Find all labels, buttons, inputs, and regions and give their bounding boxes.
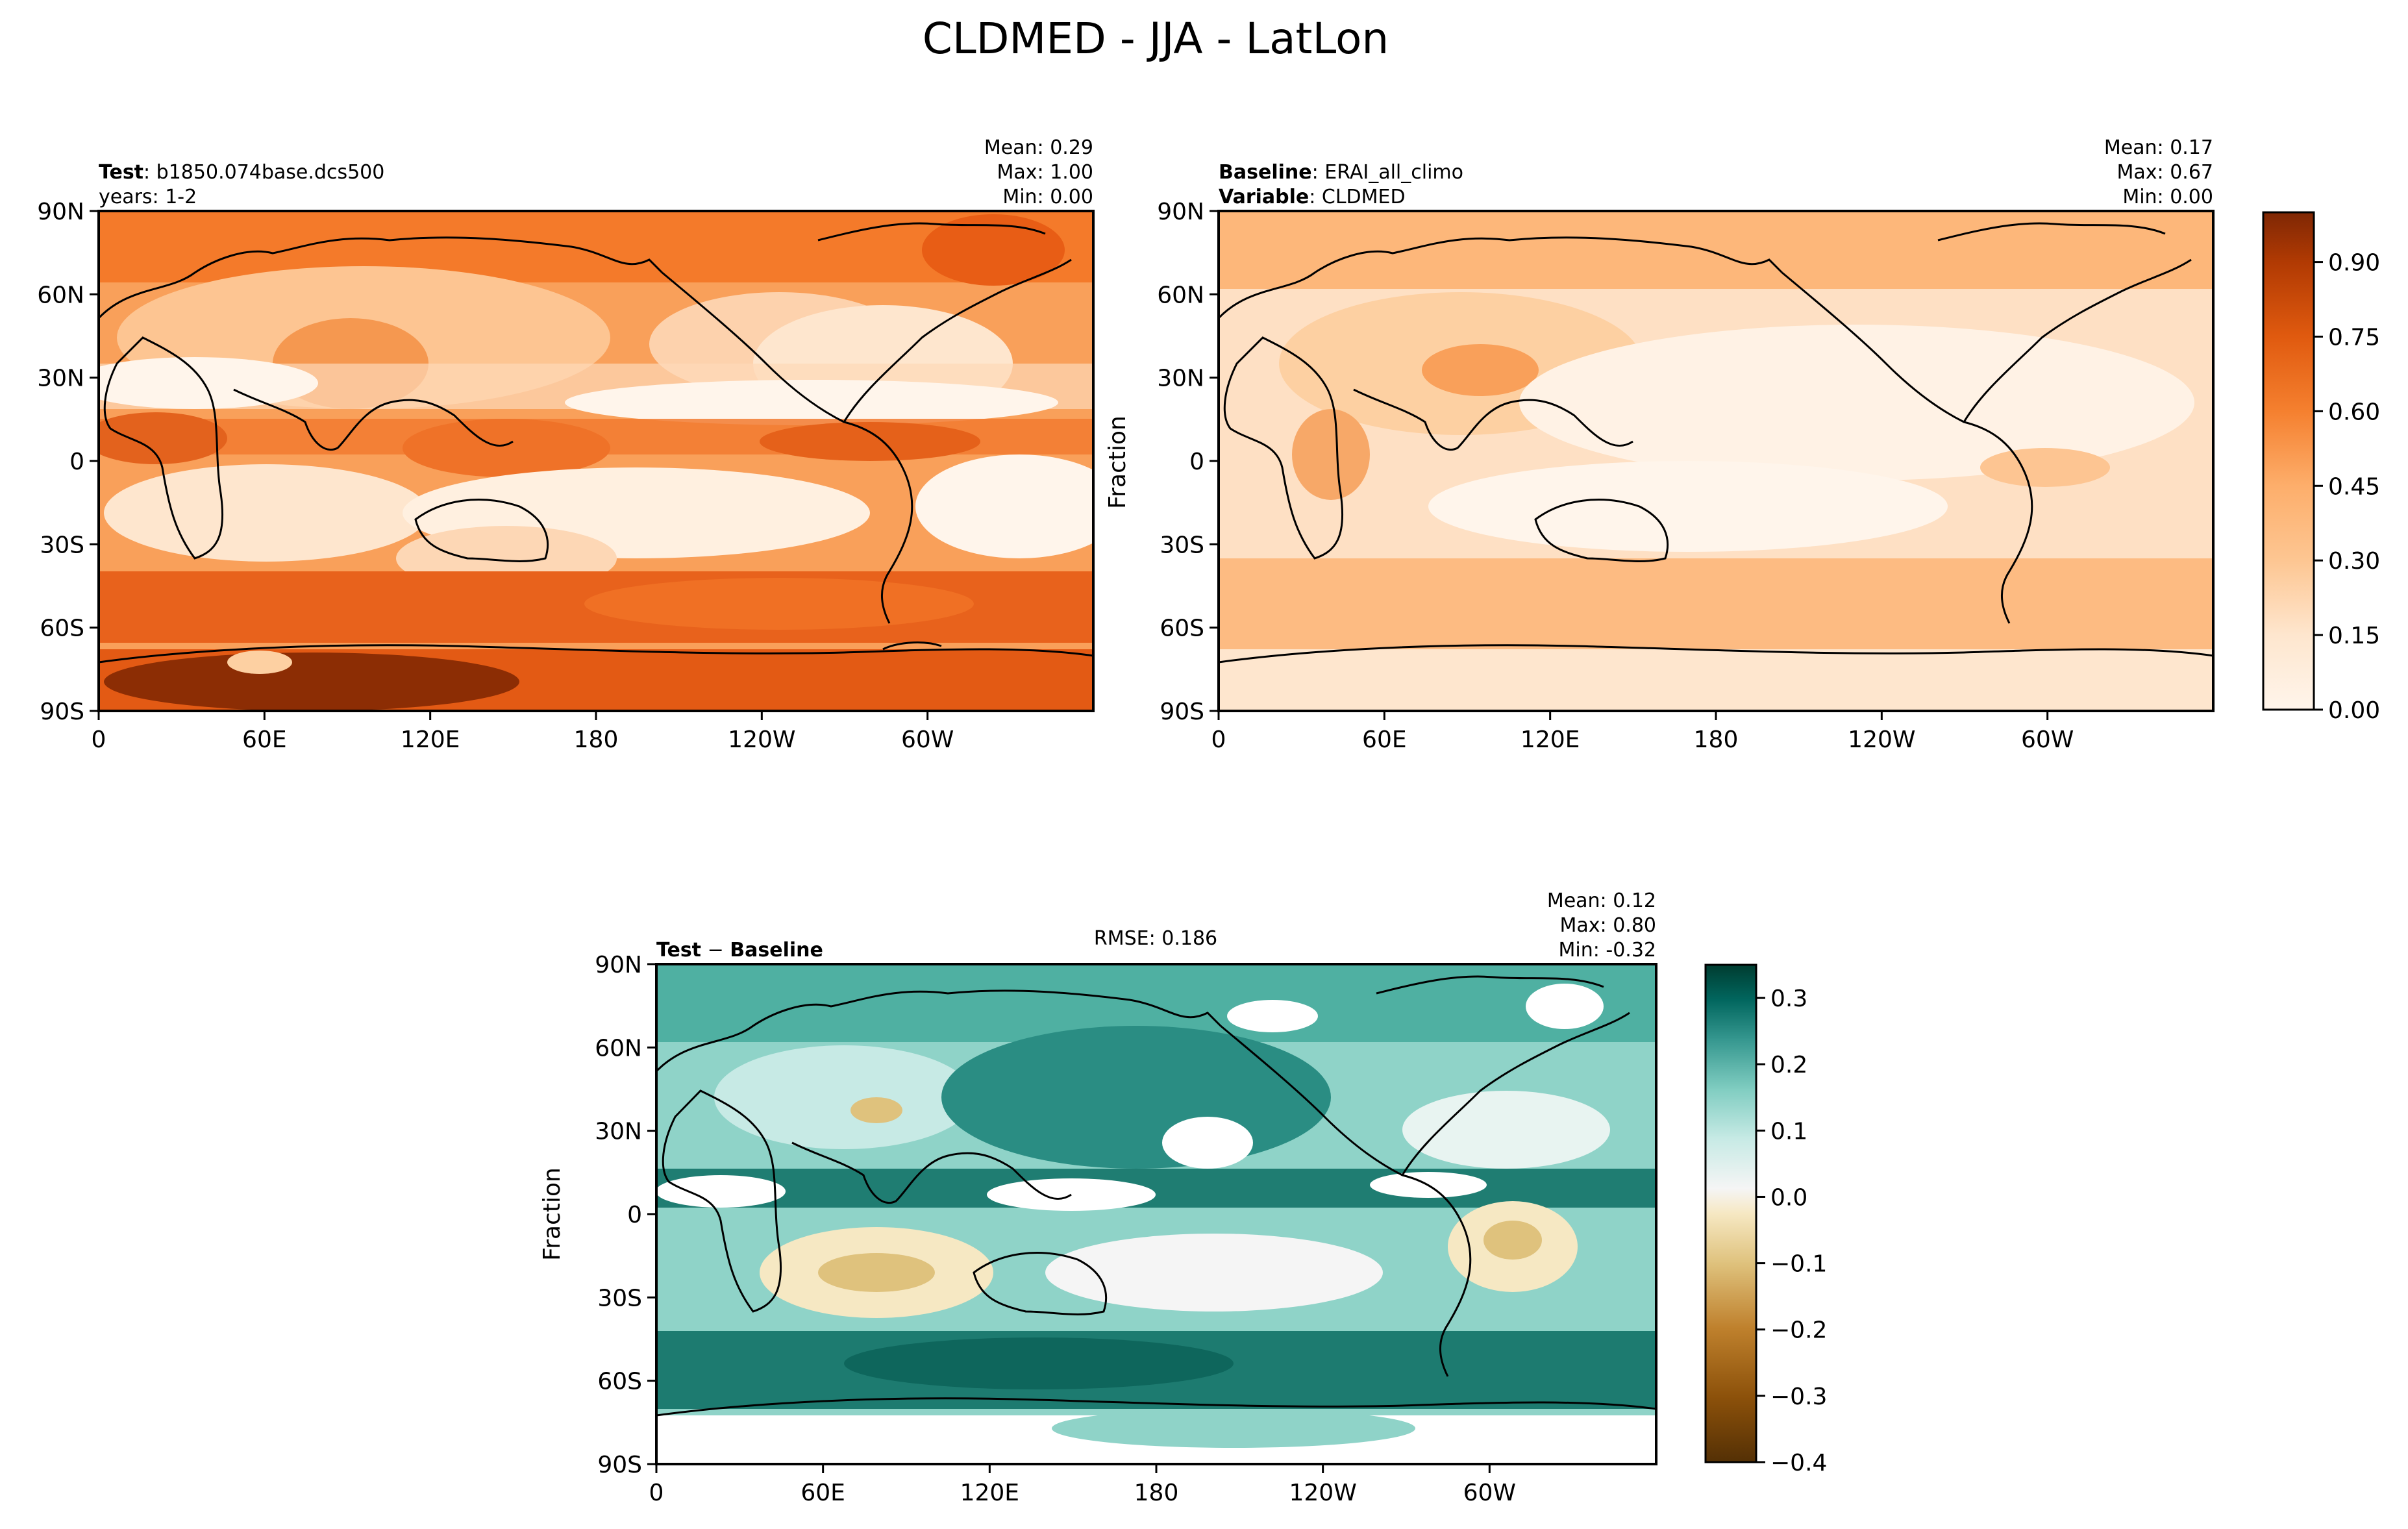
baseline-panel: 90N 60N 30N 0 30S 60S 90S 0 60E 120E 180 120W 60W B… [1104, 136, 2215, 753]
test-field [99, 211, 1093, 711]
baseline-x-tick-label: 60W [2021, 727, 2074, 753]
oranges-colorbar-tick-label: 0.45 [2328, 473, 2380, 500]
difference-field [656, 964, 1656, 1464]
oranges-colorbar-tick-label: 0.00 [2328, 697, 2380, 724]
oranges-colorbar-tick-label: 0.15 [2328, 623, 2380, 649]
baseline-x-tick-label: 120W [1848, 727, 1915, 753]
baseline-stat-line: Min: 0.00 [2122, 186, 2213, 208]
brbg-colorbar-tick-label: 0.0 [1770, 1184, 1807, 1211]
test-y-tick-label: 90S [40, 699, 84, 725]
brbg-colorbar-tick-label: 0.1 [1770, 1118, 1807, 1145]
baseline-y-tick-label: 30N [1157, 366, 1204, 392]
test-x-tick-label: 180 [574, 727, 619, 753]
difference-y-tick-label: 60N [595, 1035, 642, 1062]
baseline-field [1219, 211, 2213, 711]
oranges-colorbar: 0.00 0.15 0.30 0.45 0.60 0.75 0.90 [2262, 211, 2380, 724]
difference-header-line: Test − Baseline [656, 939, 823, 962]
baseline-stat-line: Mean: 0.17 [2104, 136, 2213, 159]
difference-stat-line: Max: 0.80 [1560, 914, 1656, 937]
difference-rmse-label: RMSE: 0.186 [1094, 927, 1217, 950]
difference-x-tick-label: 180 [1134, 1480, 1179, 1506]
difference-x-tick-label: 60E [801, 1480, 845, 1506]
test-panel: 90N 60N 30N 0 30S 60S 90S 0 60E 120E 180 120W 60W T… [37, 136, 1095, 753]
brbg-colorbar-bar [1704, 963, 1757, 1463]
brbg-colorbar-tick-label: 0.3 [1770, 986, 1807, 1012]
baseline-y-tick-label: 90S [1160, 699, 1204, 725]
baseline-y-tick-label: 90N [1157, 199, 1204, 225]
baseline-y-tick-label: 60S [1160, 615, 1204, 642]
test-y-tick-label: 30S [40, 532, 84, 558]
brbg-colorbar-tick-label: −0.1 [1770, 1251, 1827, 1278]
test-stat-line: Mean: 0.29 [984, 136, 1093, 159]
test-y-ticks: 90N 60N 30N 0 30S 60S 90S [37, 199, 99, 725]
test-header-line: years: 1-2 [99, 186, 197, 208]
brbg-colorbar-tick-label: 0.2 [1770, 1052, 1807, 1078]
baseline-y-axis-label: Fraction [1104, 416, 1131, 509]
oranges-colorbar-tick-label: 0.60 [2328, 399, 2380, 425]
baseline-x-tick-label: 60E [1362, 727, 1407, 753]
test-coastlines [99, 222, 1093, 664]
oranges-colorbar-tick-label: 0.30 [2328, 548, 2380, 575]
difference-x-tick-label: 120E [960, 1480, 1019, 1506]
test-x-tick-label: 120E [401, 727, 460, 753]
test-header-line: Test: b1850.074base.dcs500 [99, 161, 384, 184]
baseline-y-tick-label: 0 [1189, 449, 1204, 475]
test-stat-line: Min: 0.00 [1002, 186, 1093, 208]
difference-y-tick-label: 90N [595, 952, 642, 978]
baseline-y-tick-label: 60N [1157, 282, 1204, 308]
baseline-x-tick-label: 180 [1694, 727, 1739, 753]
test-x-tick-label: 60W [901, 727, 954, 753]
test-y-tick-label: 60S [40, 615, 84, 642]
oranges-colorbar-tick-label: 0.75 [2328, 325, 2380, 351]
difference-y-tick-label: 30S [597, 1285, 642, 1311]
difference-x-tick-label: 60W [1463, 1480, 1516, 1506]
baseline-coastlines [1219, 222, 2213, 664]
test-y-tick-label: 60N [37, 282, 84, 308]
difference-stat-line: Min: -0.32 [1559, 939, 1657, 962]
test-x-ticks: 0 60E 120E 180 120W 60W [92, 711, 954, 753]
test-x-tick-label: 0 [92, 727, 106, 753]
test-x-tick-label: 60E [242, 727, 287, 753]
baseline-x-tick-label: 0 [1211, 727, 1226, 753]
oranges-colorbar-bar [2262, 211, 2315, 711]
difference-y-ticks: 90N 60N 30N 0 30S 60S 90S [595, 952, 656, 1478]
baseline-x-tick-label: 120E [1521, 727, 1580, 753]
difference-y-axis-label: Fraction [539, 1167, 565, 1261]
difference-coastlines [656, 975, 1656, 1417]
test-y-tick-label: 0 [69, 449, 84, 475]
difference-x-tick-label: 0 [649, 1480, 664, 1506]
brbg-colorbar-tick-label: −0.4 [1770, 1450, 1827, 1476]
baseline-header-line: Variable: CLDMED [1219, 186, 1406, 208]
difference-stat-line: Mean: 0.12 [1547, 889, 1656, 912]
test-y-tick-label: 30N [37, 366, 84, 392]
test-stat-line: Max: 1.00 [997, 161, 1093, 184]
difference-y-tick-label: 0 [627, 1202, 642, 1228]
oranges-colorbar-tick-label: 0.90 [2328, 250, 2380, 277]
test-y-tick-label: 90N [37, 199, 84, 225]
difference-y-tick-label: 30N [595, 1119, 642, 1145]
baseline-y-tick-label: 30S [1160, 532, 1204, 558]
figure-title: CLDMED - JJA - LatLon [923, 14, 1389, 64]
brbg-colorbar-tick-label: −0.2 [1770, 1317, 1827, 1344]
baseline-y-ticks: 90N 60N 30N 0 30S 60S 90S [1157, 199, 1219, 725]
brbg-colorbar: 0.3 0.2 0.1 0.0 −0.1 −0.2 −0.3 −0.4 [1704, 963, 1827, 1476]
test-x-tick-label: 120W [728, 727, 795, 753]
baseline-stat-line: Max: 0.67 [2117, 161, 2213, 184]
difference-x-ticks: 0 60E 120E 180 120W 60W [649, 1464, 1516, 1506]
difference-panel: 90N 60N 30N 0 30S 60S 90S 0 60E 120E 180 120W 60W T… [539, 889, 1657, 1506]
baseline-x-ticks: 0 60E 120E 180 120W 60W [1211, 711, 2074, 753]
difference-x-tick-label: 120W [1289, 1480, 1357, 1506]
difference-y-tick-label: 90S [597, 1452, 642, 1478]
difference-y-tick-label: 60S [597, 1369, 642, 1395]
baseline-header-line: Baseline: ERAI_all_climo [1219, 161, 1463, 184]
brbg-colorbar-tick-label: −0.3 [1770, 1384, 1827, 1410]
